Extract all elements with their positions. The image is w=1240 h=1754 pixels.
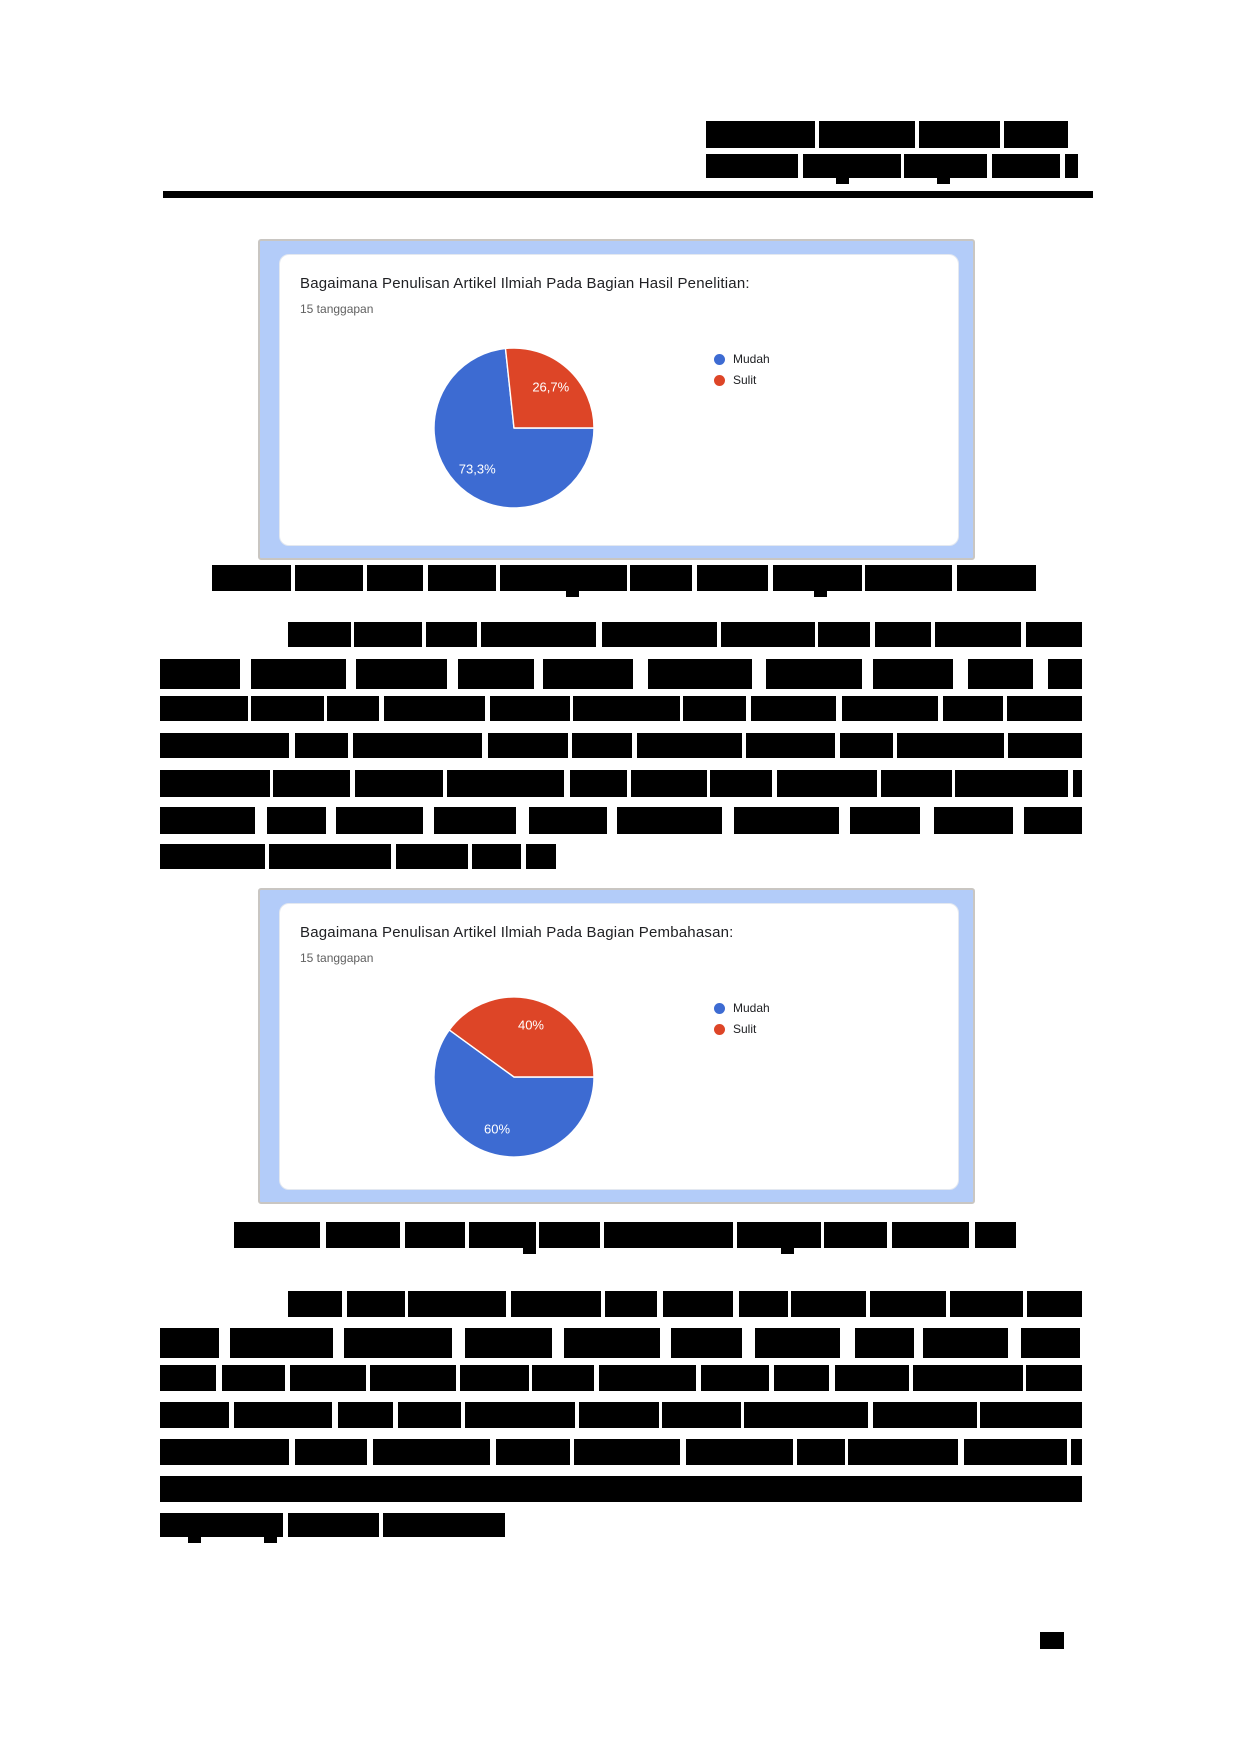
- paragraph-2-line-descender-mark: [264, 1537, 277, 1543]
- figure-1-caption-redacted: [212, 565, 1036, 597]
- legend-label: Mudah: [733, 1001, 770, 1015]
- pie-slice-value-label: 26,7%: [532, 379, 570, 395]
- figure-2-caption-redacted: [234, 1222, 1016, 1254]
- forms-card-inner: Bagaimana Penulisan Artikel Ilmiah Pada …: [279, 903, 959, 1190]
- forms-result-card-hasil-penelitian: Bagaimana Penulisan Artikel Ilmiah Pada …: [258, 239, 975, 560]
- page-number-redacted: [1040, 1632, 1064, 1649]
- question-title: Bagaimana Penulisan Artikel Ilmiah Pada …: [300, 924, 734, 941]
- paragraph-2-line-descender-mark: [188, 1537, 201, 1543]
- pie-chart-svg: [434, 348, 594, 508]
- paragraph-1-line-redacted: [160, 770, 1082, 797]
- paragraph-2-line-redacted: [160, 1513, 505, 1543]
- pie-slice-value-label: 60%: [483, 1121, 511, 1137]
- paragraph-2-line-redacted: [288, 1291, 1082, 1317]
- figure-2-caption-descender-mark: [781, 1248, 794, 1254]
- paragraph-1-line-redacted: [160, 733, 1082, 758]
- legend-dot-mudah-icon: [714, 1002, 725, 1014]
- pie-chart-svg: [434, 997, 594, 1157]
- legend-item-mudah: Mudah: [714, 352, 770, 366]
- header-line-redacted: [706, 154, 1078, 184]
- chart-legend: Mudah Sulit: [714, 352, 770, 387]
- paragraph-1-line-redacted: [160, 659, 1082, 689]
- paragraph-1-line-redacted: [160, 696, 1082, 721]
- forms-card-inner: Bagaimana Penulisan Artikel Ilmiah Pada …: [279, 254, 959, 546]
- paragraph-1-line-redacted: [288, 622, 1082, 647]
- header-rule-redacted: [163, 191, 1093, 198]
- figure-1-caption-descender-mark: [814, 591, 827, 597]
- paragraph-1-line-redacted: [160, 807, 1082, 834]
- figure-2-caption-descender-mark: [523, 1248, 536, 1254]
- pie-slice-sulit: [504, 348, 594, 429]
- pie-chart: 73,3% 26,7%: [434, 348, 594, 508]
- paragraph-2-line-redacted: [160, 1365, 1082, 1391]
- legend-item-sulit: Sulit: [714, 1022, 770, 1036]
- legend-dot-sulit-icon: [714, 374, 725, 386]
- paragraph-2-line-redacted: [160, 1328, 1082, 1358]
- pie-slice-sulit: [448, 997, 594, 1078]
- paragraph-2-line-redacted: [160, 1476, 1082, 1502]
- figure-1-caption-descender-mark: [566, 591, 579, 597]
- responses-count: 15 tanggapan: [300, 302, 374, 316]
- legend-label: Mudah: [733, 352, 770, 366]
- paragraph-1-line-redacted: [160, 844, 556, 869]
- pie-slice-value-label: 73,3%: [458, 461, 496, 477]
- forms-result-card-pembahasan: Bagaimana Penulisan Artikel Ilmiah Pada …: [258, 888, 975, 1204]
- pie-chart: 60% 40%: [434, 997, 594, 1157]
- legend-label: Sulit: [733, 1022, 757, 1036]
- paragraph-2-line-redacted: [160, 1402, 1082, 1428]
- header-line-descender-mark: [836, 178, 849, 184]
- legend-dot-sulit-icon: [714, 1023, 725, 1035]
- responses-count: 15 tanggapan: [300, 951, 374, 965]
- paragraph-2-line-redacted: [160, 1439, 1082, 1465]
- legend-item-mudah: Mudah: [714, 1001, 770, 1015]
- question-title: Bagaimana Penulisan Artikel Ilmiah Pada …: [300, 275, 750, 292]
- pie-slice-value-label: 40%: [517, 1017, 544, 1033]
- legend-label: Sulit: [733, 373, 757, 387]
- header-line-redacted: [706, 121, 1068, 148]
- legend-item-sulit: Sulit: [714, 373, 770, 387]
- chart-legend: Mudah Sulit: [714, 1001, 770, 1036]
- header-line-descender-mark: [937, 178, 950, 184]
- pie-slice-mudah: [434, 1029, 594, 1157]
- legend-dot-mudah-icon: [714, 353, 725, 365]
